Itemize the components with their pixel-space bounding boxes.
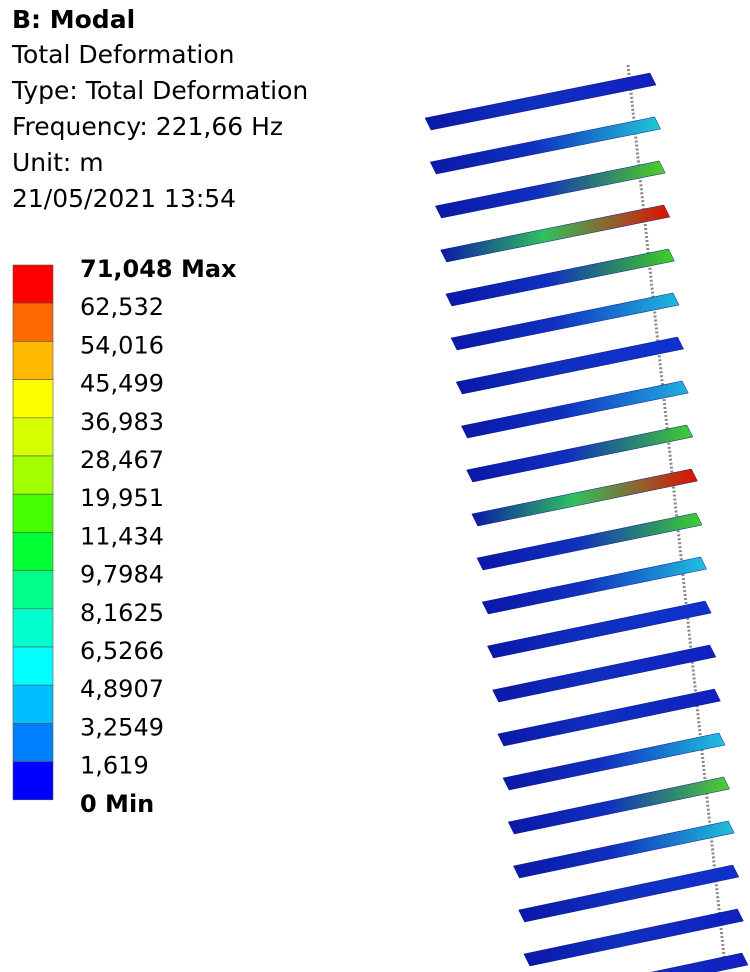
header-line: 21/05/2021 13:54 [12,184,236,213]
plate [429,116,661,175]
legend-band [12,264,54,304]
legend-label: 8,1625 [80,599,164,627]
legend-label: 1,619 [80,752,149,780]
legend-band [12,417,54,457]
plate [455,336,684,395]
legend-label: 45,499 [80,370,164,398]
plate [440,204,671,263]
legend-band [12,570,54,610]
plate [492,644,717,703]
legend-band [12,341,54,380]
plate [466,424,694,483]
legend-label: 19,951 [80,484,164,512]
plate [523,908,744,967]
plate [502,732,726,791]
plate [435,160,666,219]
header-line: Total Deformation [11,40,234,69]
legend-label: 36,983 [80,408,164,436]
plate [487,600,712,659]
plate [461,380,689,439]
legend-label: 62,532 [80,293,164,321]
legend-label: 0 Min [80,790,154,818]
legend-band [12,302,54,342]
plate [518,864,740,923]
plate [450,292,680,351]
legend-label: 4,8907 [80,675,164,703]
header-line: Unit: m [12,148,104,177]
legend-band [12,684,54,724]
legend-band [12,761,54,801]
legend-label: 54,016 [80,331,164,359]
legend-band [12,723,54,762]
legend-label: 3,2549 [80,713,164,741]
plate [481,556,707,615]
plate [497,688,721,747]
plate [507,776,730,835]
spring [626,64,727,966]
legend-label: 71,048 Max [80,255,237,283]
legend-band [12,646,54,686]
plate [424,72,657,131]
plate [445,248,675,307]
header-line: Frequency: 221,66 Hz [12,112,283,141]
plate [476,512,703,571]
legend-label: 11,434 [80,522,164,550]
legend-band [12,532,54,571]
legend-band [12,493,54,533]
legend-label: 6,5266 [80,637,164,665]
header-title: B: Modal [12,5,135,34]
legend-band [12,455,54,495]
plate [513,820,735,879]
legend-band [12,608,54,648]
legend-band [12,379,54,419]
plate [650,952,749,972]
legend-label: 9,7984 [80,561,164,589]
legend-label: 28,467 [80,446,164,474]
header-line: Type: Total Deformation [11,76,308,105]
plate [471,468,698,527]
